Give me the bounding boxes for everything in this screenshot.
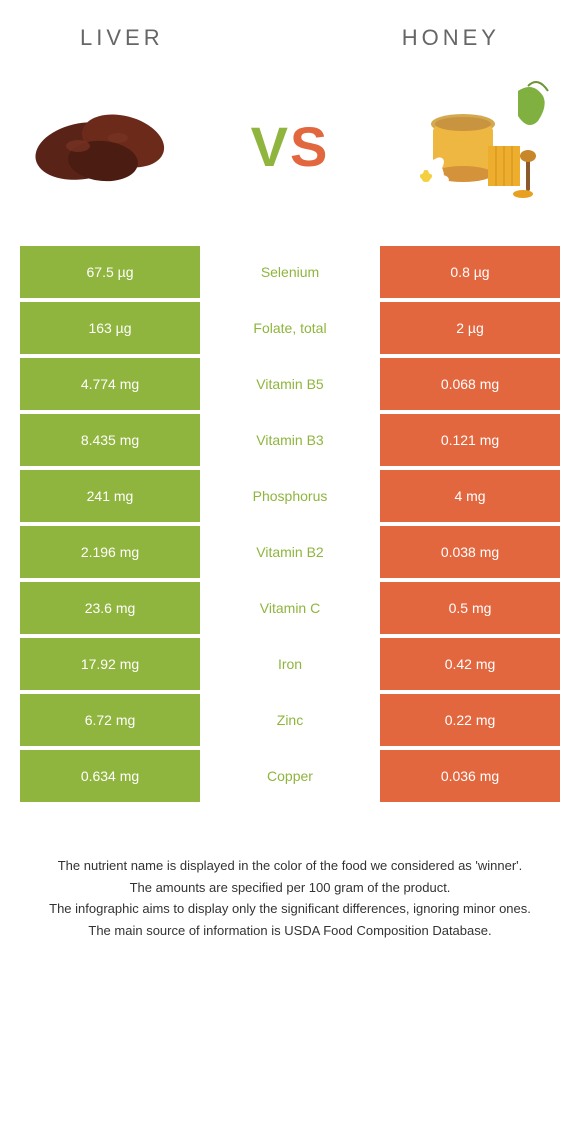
footer-line-4: The main source of information is USDA F… — [30, 921, 550, 941]
left-value: 17.92 mg — [20, 638, 200, 690]
footer-text: The nutrient name is displayed in the co… — [0, 806, 580, 962]
table-row: 23.6 mgVitamin C0.5 mg — [20, 582, 560, 634]
right-value: 0.036 mg — [380, 750, 560, 802]
liver-image — [20, 76, 195, 216]
honey-icon — [388, 76, 558, 216]
right-value: 0.5 mg — [380, 582, 560, 634]
nutrient-name: Folate, total — [200, 302, 380, 354]
images-row: VS — [0, 66, 580, 246]
table-row: 4.774 mgVitamin B50.068 mg — [20, 358, 560, 410]
table-row: 163 µgFolate, total2 µg — [20, 302, 560, 354]
liver-icon — [28, 96, 188, 196]
footer-line-1: The nutrient name is displayed in the co… — [30, 856, 550, 876]
left-value: 23.6 mg — [20, 582, 200, 634]
nutrient-name: Iron — [200, 638, 380, 690]
table-row: 67.5 µgSelenium0.8 µg — [20, 246, 560, 298]
left-value: 241 mg — [20, 470, 200, 522]
table-row: 8.435 mgVitamin B30.121 mg — [20, 414, 560, 466]
table-row: 241 mgPhosphorus4 mg — [20, 470, 560, 522]
left-value: 6.72 mg — [20, 694, 200, 746]
nutrient-name: Zinc — [200, 694, 380, 746]
nutrient-table: 67.5 µgSelenium0.8 µg163 µgFolate, total… — [0, 246, 580, 802]
left-value: 2.196 mg — [20, 526, 200, 578]
right-value: 0.121 mg — [380, 414, 560, 466]
vs-s: S — [290, 115, 329, 178]
nutrient-name: Selenium — [200, 246, 380, 298]
nutrient-name: Vitamin B2 — [200, 526, 380, 578]
table-row: 6.72 mgZinc0.22 mg — [20, 694, 560, 746]
vs-label: VS — [251, 114, 330, 179]
nutrient-name: Vitamin B5 — [200, 358, 380, 410]
right-value: 0.068 mg — [380, 358, 560, 410]
right-value: 2 µg — [380, 302, 560, 354]
header: LIVER HONEY — [0, 0, 580, 66]
left-value: 0.634 mg — [20, 750, 200, 802]
right-food-title: HONEY — [402, 25, 500, 51]
footer-line-3: The infographic aims to display only the… — [30, 899, 550, 919]
honey-image — [385, 76, 560, 216]
nutrient-name: Copper — [200, 750, 380, 802]
table-row: 17.92 mgIron0.42 mg — [20, 638, 560, 690]
left-value: 67.5 µg — [20, 246, 200, 298]
right-value: 0.8 µg — [380, 246, 560, 298]
left-value: 4.774 mg — [20, 358, 200, 410]
left-food-title: LIVER — [80, 25, 164, 51]
nutrient-name: Phosphorus — [200, 470, 380, 522]
left-value: 8.435 mg — [20, 414, 200, 466]
right-value: 0.22 mg — [380, 694, 560, 746]
table-row: 0.634 mgCopper0.036 mg — [20, 750, 560, 802]
nutrient-name: Vitamin C — [200, 582, 380, 634]
nutrient-name: Vitamin B3 — [200, 414, 380, 466]
left-value: 163 µg — [20, 302, 200, 354]
vs-v: V — [251, 115, 290, 178]
table-row: 2.196 mgVitamin B20.038 mg — [20, 526, 560, 578]
right-value: 4 mg — [380, 470, 560, 522]
right-value: 0.42 mg — [380, 638, 560, 690]
right-value: 0.038 mg — [380, 526, 560, 578]
footer-line-2: The amounts are specified per 100 gram o… — [30, 878, 550, 898]
